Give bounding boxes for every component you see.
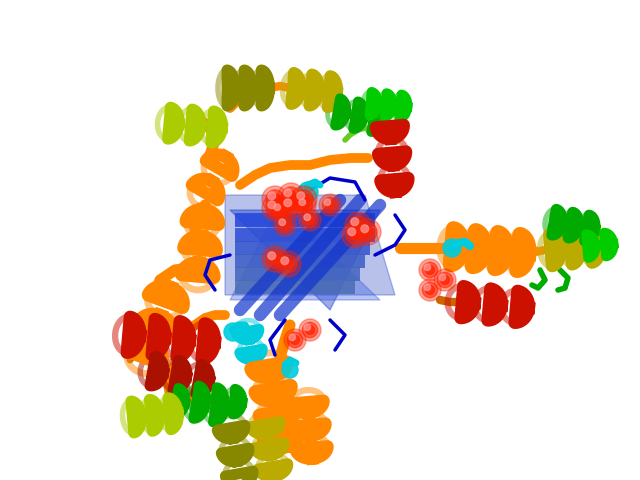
Circle shape [268, 201, 276, 209]
Circle shape [306, 325, 314, 335]
Circle shape [422, 282, 438, 298]
Circle shape [298, 197, 313, 213]
Circle shape [286, 191, 296, 201]
Circle shape [439, 274, 445, 280]
Circle shape [299, 199, 305, 205]
Circle shape [281, 257, 289, 264]
Circle shape [270, 203, 280, 213]
Circle shape [291, 186, 317, 212]
Polygon shape [230, 210, 380, 310]
Circle shape [434, 269, 456, 291]
Circle shape [276, 205, 284, 215]
Circle shape [275, 251, 301, 277]
Circle shape [282, 362, 298, 378]
Circle shape [279, 219, 285, 226]
Circle shape [279, 255, 297, 273]
Circle shape [355, 219, 381, 245]
Circle shape [424, 284, 431, 290]
Circle shape [426, 265, 435, 275]
Circle shape [270, 254, 280, 264]
Circle shape [419, 279, 441, 301]
Circle shape [282, 187, 300, 205]
Circle shape [424, 264, 431, 271]
Circle shape [346, 226, 364, 244]
Circle shape [302, 212, 317, 228]
Circle shape [298, 182, 318, 202]
Circle shape [353, 220, 364, 230]
Circle shape [278, 193, 304, 219]
Polygon shape [225, 195, 395, 295]
Circle shape [419, 259, 441, 281]
Circle shape [283, 259, 293, 269]
Circle shape [302, 322, 317, 338]
Circle shape [348, 228, 356, 236]
Circle shape [297, 192, 305, 200]
Circle shape [295, 190, 313, 208]
Circle shape [272, 202, 288, 218]
Circle shape [266, 199, 284, 217]
Circle shape [282, 197, 300, 215]
Circle shape [350, 230, 360, 240]
Circle shape [345, 212, 371, 238]
Circle shape [284, 199, 292, 207]
Circle shape [359, 223, 377, 241]
Circle shape [262, 186, 288, 212]
Circle shape [274, 214, 296, 236]
Circle shape [266, 250, 284, 268]
Circle shape [291, 336, 300, 345]
Circle shape [299, 194, 309, 204]
Circle shape [301, 201, 309, 209]
Circle shape [262, 195, 288, 221]
Circle shape [326, 201, 334, 209]
Circle shape [280, 221, 289, 229]
Circle shape [426, 286, 435, 294]
Circle shape [289, 334, 296, 340]
Circle shape [268, 192, 276, 200]
Circle shape [306, 216, 314, 225]
Circle shape [284, 329, 306, 351]
Circle shape [270, 194, 280, 204]
Circle shape [299, 319, 321, 341]
Circle shape [443, 239, 461, 257]
Circle shape [304, 324, 310, 331]
Circle shape [342, 222, 368, 248]
Circle shape [294, 194, 316, 216]
Circle shape [269, 199, 291, 221]
Polygon shape [230, 205, 380, 300]
Circle shape [323, 197, 338, 213]
Circle shape [262, 246, 288, 272]
Circle shape [349, 216, 367, 234]
Circle shape [287, 332, 303, 348]
Circle shape [224, 323, 242, 341]
Circle shape [277, 217, 292, 233]
Circle shape [440, 276, 449, 284]
Circle shape [319, 194, 341, 216]
Circle shape [351, 218, 358, 226]
Circle shape [422, 262, 438, 278]
Circle shape [361, 225, 369, 233]
Circle shape [437, 272, 452, 288]
Circle shape [363, 227, 373, 237]
Circle shape [286, 201, 296, 211]
Circle shape [266, 190, 284, 208]
Circle shape [274, 204, 280, 211]
Circle shape [324, 199, 330, 205]
Circle shape [284, 189, 292, 197]
Circle shape [299, 209, 321, 231]
Circle shape [278, 183, 304, 209]
Circle shape [268, 252, 276, 260]
Circle shape [304, 214, 310, 220]
